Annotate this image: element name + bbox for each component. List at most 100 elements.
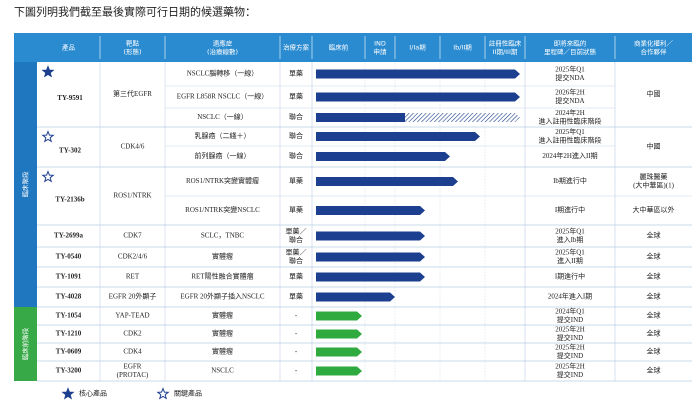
header-cell: 適應症 (213, 38, 233, 47)
legend-star (61, 387, 75, 400)
phase-bar (316, 272, 425, 282)
header-cell: 里程碑／目前狀態 (544, 47, 597, 56)
milestone: 進入II期 (557, 256, 583, 265)
header-cell: 申請 (374, 47, 388, 56)
product-name: TY-4028 (56, 293, 82, 301)
regimen: 單藥 (289, 292, 303, 301)
milestone: 進入Ib期 (557, 235, 584, 244)
milestone: I期進行中 (555, 205, 585, 214)
indication: NSCLC（一線） (197, 112, 248, 121)
regimen: 單藥 (289, 205, 303, 214)
target: ROS1/NTRK (113, 192, 151, 200)
product-star (41, 170, 55, 183)
milestone: 2025年Q1 (555, 226, 585, 235)
header-cell: 商業化權利／ (634, 38, 674, 47)
indication: 乳腺癌（二綫＋） (195, 131, 251, 140)
rights: 全球 (647, 311, 661, 320)
rights: 全球 (647, 329, 661, 338)
product-name: TY-1054 (56, 312, 82, 320)
milestone: 2025年2H (555, 361, 585, 370)
indication: ROS1/NTRK突變實體瘤 (186, 176, 259, 185)
milestone: 提交IND (557, 315, 583, 324)
rights: 中國 (647, 89, 661, 98)
target: 第三代EGFR (113, 89, 152, 98)
target: CDK2/4/6 (118, 253, 148, 261)
header-cell: 註冊性臨床 (489, 38, 522, 47)
target: CDK4 (123, 348, 142, 356)
product-name: TY-3200 (56, 367, 82, 375)
regimen: 單藥 (289, 176, 303, 185)
phase-bar (316, 329, 362, 339)
regimen: 聯合 (289, 131, 303, 140)
phase-bar (316, 177, 458, 186)
target: EGFR 20外顯子 (109, 292, 157, 301)
product-name: TY-1091 (56, 273, 82, 281)
indication: 實體瘤 (212, 311, 233, 320)
product-name: TY-9591 (57, 94, 83, 102)
rights: 全球 (647, 366, 661, 375)
milestone: 2025年Q1 (555, 127, 585, 136)
rights: 大中華區以外 (633, 205, 675, 214)
indication: 實體瘤 (212, 252, 233, 261)
phase-bar (316, 132, 480, 141)
product-name: TY-0609 (56, 348, 82, 356)
product-name: TY-1210 (56, 330, 82, 338)
milestone: 2024年Q1 (555, 306, 585, 315)
rights: 全球 (647, 347, 661, 356)
target: EGFR (124, 362, 142, 370)
phase-bar (316, 252, 425, 262)
page-title: 下圖列明我們截至最後實際可行日期的候選藥物： (14, 5, 256, 19)
indication: ROS1/NTRK突變NSCLC (185, 205, 260, 214)
phase-bar (316, 206, 425, 215)
indication: 實體瘤 (212, 347, 233, 356)
regimen: - (295, 367, 298, 375)
regimen: - (295, 330, 298, 338)
phase-bar (316, 69, 520, 79)
target: YAP-TEAD (115, 312, 149, 320)
milestone: 提交IND (557, 351, 583, 360)
milestone: 2026年2H (555, 87, 585, 96)
product-name: TY-2699a (54, 232, 83, 240)
rights: 全球 (647, 231, 661, 240)
product-star (41, 130, 55, 143)
milestone: 提交IND (557, 370, 583, 379)
header-cell: 靶點 (126, 38, 140, 47)
rights: 全球 (647, 272, 661, 281)
stage-label: 臨床前階段 (21, 327, 30, 360)
milestone: 提交IND (557, 333, 583, 342)
milestone: 2024年進入I期 (548, 292, 592, 301)
header-cell: 治療方案 (283, 43, 310, 52)
header-cell: (治療線數) (207, 47, 238, 56)
regimen: 聯合 (289, 112, 303, 121)
phase-bar (316, 92, 520, 102)
phase-bar-planned (405, 113, 520, 122)
legend-label: 關鍵產品 (174, 389, 202, 398)
header-cell: 合作夥伴 (641, 47, 668, 56)
header-cell: (形態) (123, 47, 141, 56)
regimen: 聯合 (289, 151, 303, 160)
milestone: I期進行中 (555, 272, 585, 281)
milestone: 2025年2H (555, 342, 585, 351)
product-name: TY-302 (59, 147, 81, 155)
regimen: - (295, 348, 298, 356)
regimen: - (295, 312, 298, 320)
header-band (14, 33, 692, 62)
rights: (大中華區)(1) (633, 180, 674, 189)
indication: 實體瘤 (212, 329, 233, 338)
regimen: 聯合 (289, 235, 303, 244)
header-cell: IND (374, 39, 386, 47)
rights: 全球 (647, 292, 661, 301)
rights: 全球 (647, 252, 661, 261)
legend-label: 核心產品 (79, 389, 107, 398)
milestone: Ib期進行中 (553, 176, 587, 185)
target: CDK7 (123, 232, 142, 240)
milestone: 2025年Q1 (555, 247, 585, 256)
regimen: 聯合 (289, 256, 303, 265)
target: (PROTAC) (117, 371, 149, 379)
phase-bar (316, 113, 405, 122)
header-cell: 臨床前 (329, 43, 349, 52)
header-cell: Ib/II期 (453, 44, 472, 52)
stage-band (14, 307, 37, 381)
stage-label: 臨床階段 (21, 171, 30, 198)
